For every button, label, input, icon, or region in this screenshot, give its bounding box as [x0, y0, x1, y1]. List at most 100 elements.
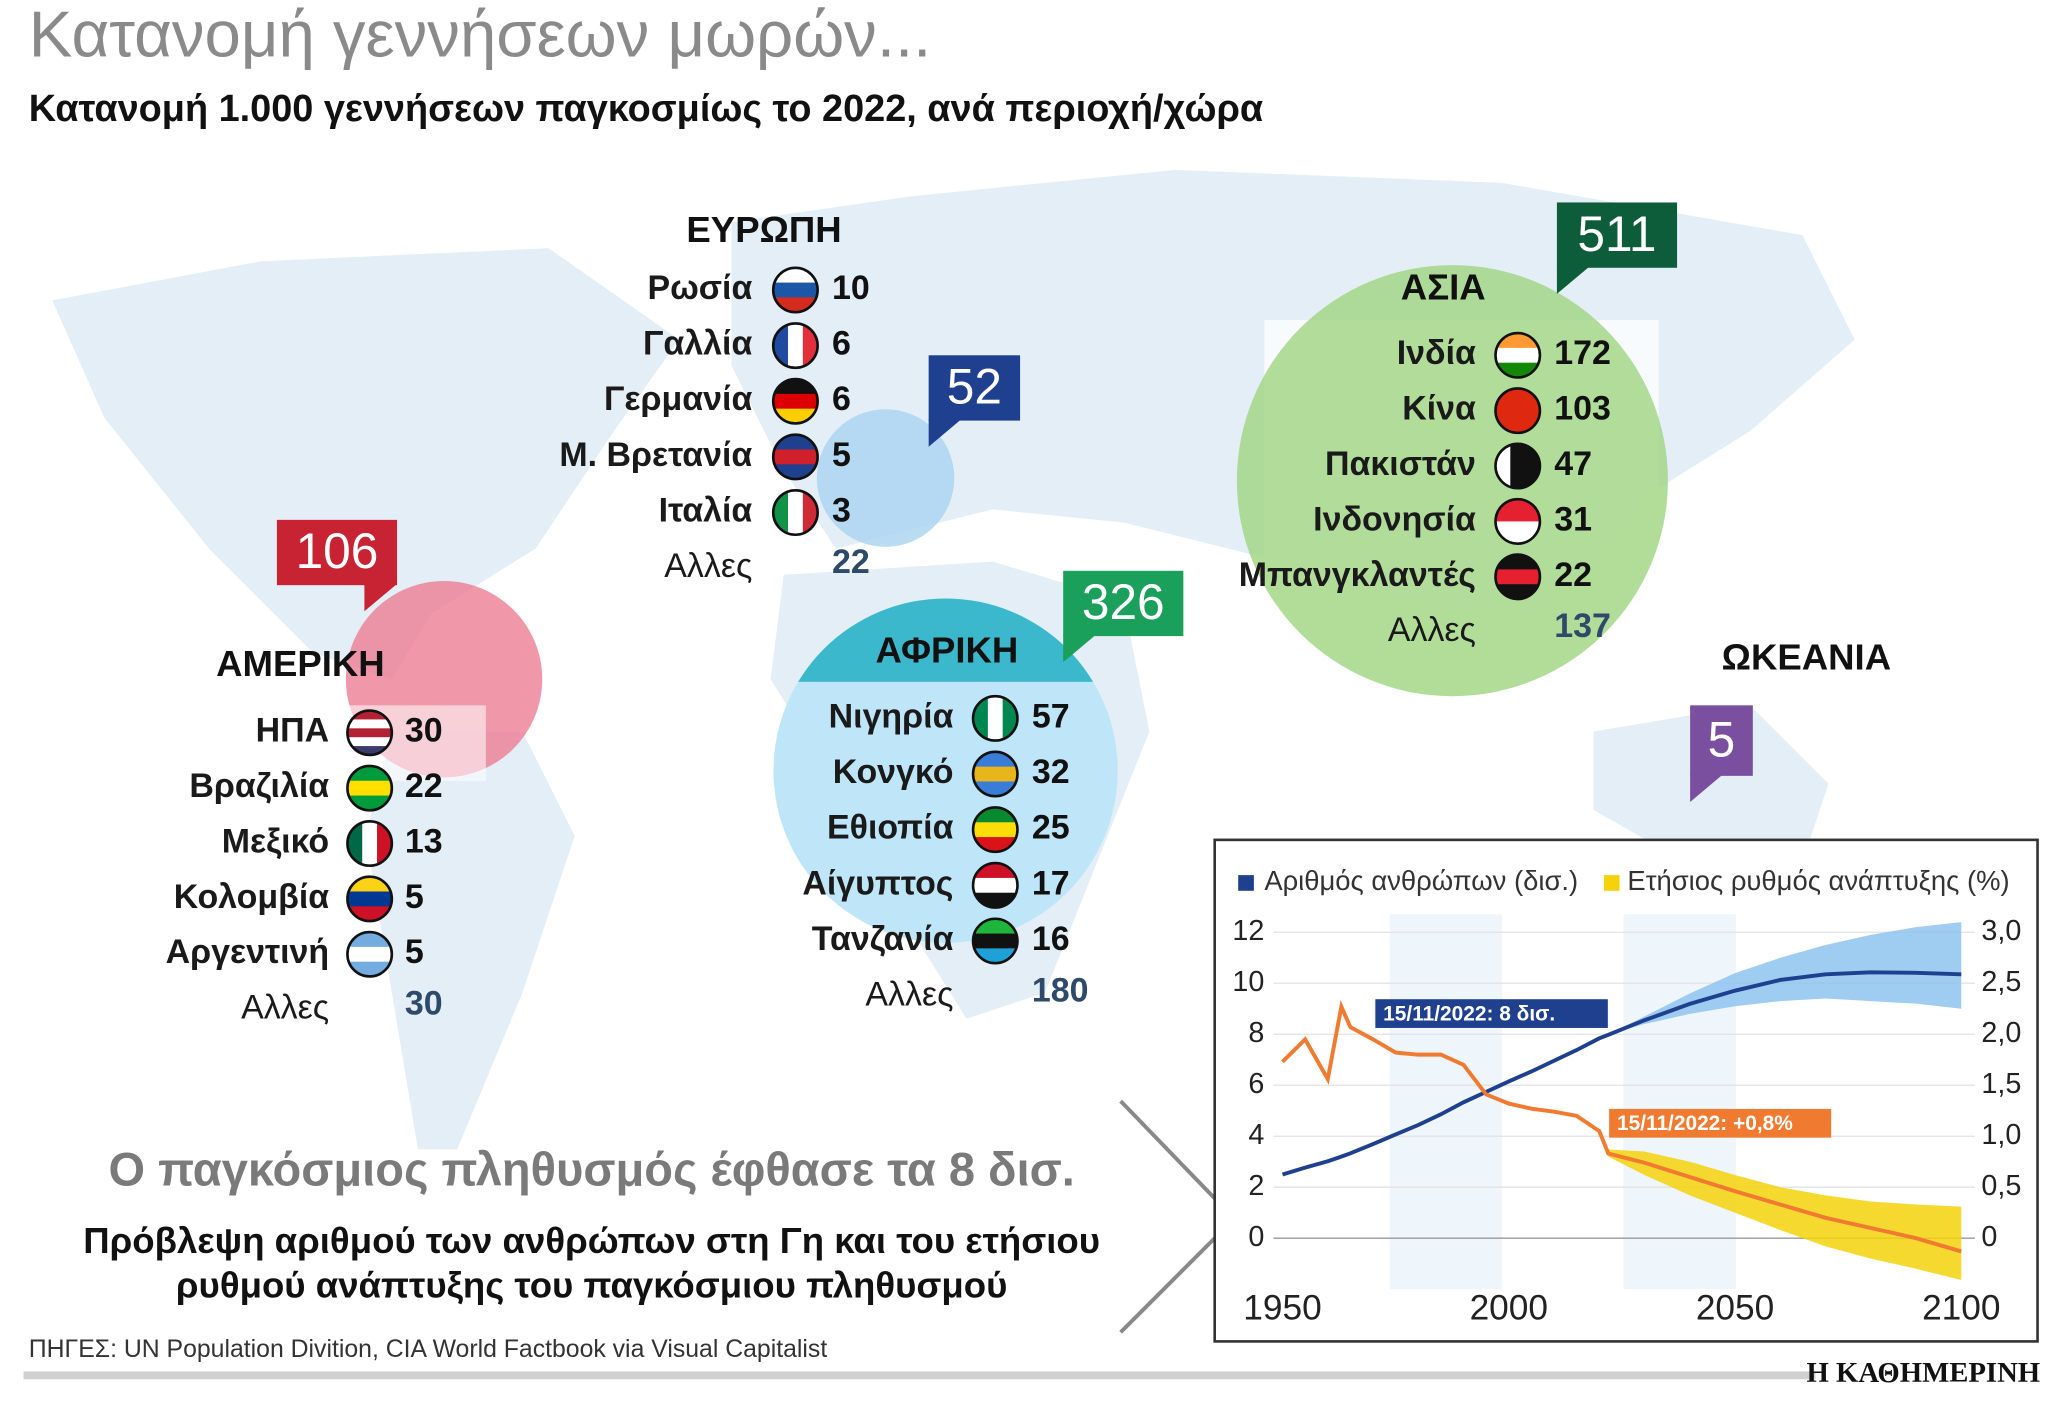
- country-name: Κολομβία: [174, 878, 330, 916]
- y-tick-label: 6: [1248, 1068, 1264, 1100]
- region-name: ΑΣΙΑ: [1401, 267, 1486, 308]
- country-value: 5: [405, 933, 424, 971]
- legend-label: Αριθμός ανθρώπων (δισ.): [1264, 865, 1578, 896]
- country-value: 5: [832, 436, 851, 474]
- callout-value: 326: [1082, 574, 1165, 630]
- flag-ring: [971, 861, 1019, 909]
- flag-ring: [346, 820, 394, 868]
- annotation: 15/11/2022: +0,8%: [1617, 1112, 1793, 1135]
- footer-bar: [23, 1371, 1816, 1380]
- region-bubble: [1236, 265, 1668, 697]
- country-name: Ινδονησία: [1313, 500, 1476, 538]
- flag-stripe: [347, 719, 392, 729]
- annotation: 15/11/2022: 8 δισ.: [1383, 1002, 1555, 1025]
- flag-stripe: [788, 323, 804, 368]
- y2-tick-label: 3,0: [1981, 915, 2021, 947]
- country-value: 10: [832, 269, 870, 307]
- flag-ring: [971, 694, 1019, 742]
- country-value: 172: [1554, 334, 1611, 372]
- region-name: ΑΜΕΡΙΚΗ: [216, 643, 385, 684]
- country-value: 22: [405, 767, 443, 805]
- flag-stripe: [347, 891, 392, 907]
- flag-ring: [346, 764, 394, 812]
- flag-stripe: [347, 737, 392, 747]
- line-chart: 0 2 4 6 8 10 12 0 0,5 1,0 1,5 2,0 2,5 3,0 1950 2000 2050…: [1232, 865, 2021, 1327]
- y-tick-label: 10: [1232, 966, 1264, 998]
- x-tick-label: 2000: [1470, 1288, 1548, 1327]
- flag-ring: [1494, 553, 1542, 601]
- regions: 52 ΕΥΡΩΠΗ Ρωσία 10 Γαλλία 6 Γερμανία 6 Μ. Βρεταν…: [166, 202, 1891, 1027]
- country-value: 6: [832, 380, 851, 418]
- flag-stripe: [973, 877, 1018, 894]
- flag-stripe: [987, 696, 1004, 741]
- x-tick-label: 2050: [1696, 1288, 1774, 1327]
- title: Κατανομή γεννήσεων μωρών...: [29, 0, 932, 70]
- flag-stripe: [973, 822, 1018, 838]
- legend-swatch: [1238, 875, 1254, 891]
- callout-tail: [1063, 634, 1096, 663]
- country-value: 32: [1032, 753, 1070, 791]
- country-name: Βραζιλία: [189, 767, 329, 805]
- callout-box: [1556, 202, 1678, 268]
- flag-stripe: [1495, 521, 1540, 544]
- region-name: ΕΥΡΩΠΗ: [686, 209, 841, 250]
- callout-tail: [928, 419, 962, 447]
- flag-ring: [771, 266, 819, 314]
- flag-stripe: [1510, 443, 1526, 489]
- country-value: 5: [405, 878, 424, 916]
- country-name: Νιγηρία: [829, 697, 954, 735]
- country-value: 22: [1554, 556, 1592, 594]
- flag-ring: [771, 433, 819, 481]
- country-value: 57: [1032, 697, 1070, 735]
- country-name: Αργεντινή: [166, 933, 330, 971]
- callout-value: 5: [1708, 711, 1736, 767]
- region-bubble: [816, 409, 955, 547]
- others-label: Αλλες: [241, 989, 329, 1027]
- callout-value: 106: [296, 523, 379, 579]
- flag-ring: [971, 917, 1019, 965]
- x-tick-label: 1950: [1243, 1288, 1321, 1327]
- country-value: 103: [1554, 390, 1611, 428]
- y2-tick-label: 1,5: [1981, 1068, 2021, 1100]
- flag-stripe: [773, 449, 818, 465]
- flag-stripe: [1495, 569, 1540, 585]
- source: ΠΗΓΕΣ: UN Population Divition, CIA World…: [29, 1336, 828, 1363]
- flag-ring: [771, 489, 819, 537]
- series-line: [1281, 1000, 1962, 1254]
- country-value: 31: [1554, 500, 1592, 538]
- legend-swatch: [1603, 875, 1620, 891]
- country-name: Πακιστάν: [1325, 445, 1476, 483]
- country-name: Γαλλία: [643, 325, 752, 363]
- others-value: 30: [405, 985, 443, 1023]
- y2-tick-label: 0,5: [1981, 1170, 2021, 1202]
- flag-ring: [971, 806, 1019, 854]
- chart-title: Πρόβλεψη αριθμού των ανθρώπων στη Γη και…: [83, 1220, 1100, 1261]
- country-name: Ιταλία: [659, 492, 753, 530]
- others-label: Αλλες: [1388, 611, 1476, 649]
- headline: Ο παγκόσμιος πληθυσμός έφθασε τα 8 δισ.: [108, 1142, 1074, 1195]
- others-value: 180: [1032, 972, 1089, 1010]
- flag-stripe: [773, 282, 818, 299]
- shade: [1389, 914, 1503, 1290]
- flag-stripe: [1495, 499, 1540, 523]
- flag-stripe: [773, 393, 818, 410]
- country-name: Τανζανία: [812, 920, 954, 958]
- country-name: ΗΠΑ: [256, 712, 330, 750]
- flag-stripe: [347, 728, 392, 738]
- uncertainty-band: [1608, 1149, 1962, 1280]
- callout-value: 511: [1577, 206, 1656, 262]
- flag-ring: [346, 875, 394, 923]
- flag-ring: [771, 377, 819, 425]
- y2-tick-label: 2,5: [1981, 966, 2021, 998]
- flag-stripe: [347, 710, 392, 721]
- logo: Η ΚΑΘΗΜΕΡΙΝΗ: [1806, 1357, 2040, 1389]
- flag-stripe: [347, 780, 392, 797]
- y-tick-label: 2: [1248, 1170, 1264, 1202]
- country-name: Κονγκό: [833, 753, 954, 791]
- others-label: Αλλες: [664, 547, 752, 585]
- callout-value: 52: [947, 359, 1002, 415]
- callout-box: [928, 355, 1021, 421]
- country-value: 16: [1032, 920, 1070, 958]
- callout-box: [1063, 570, 1184, 637]
